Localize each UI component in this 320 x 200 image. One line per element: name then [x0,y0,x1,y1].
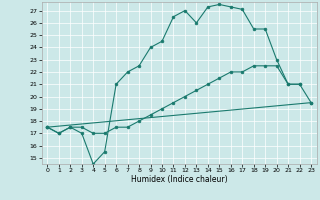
X-axis label: Humidex (Indice chaleur): Humidex (Indice chaleur) [131,175,228,184]
